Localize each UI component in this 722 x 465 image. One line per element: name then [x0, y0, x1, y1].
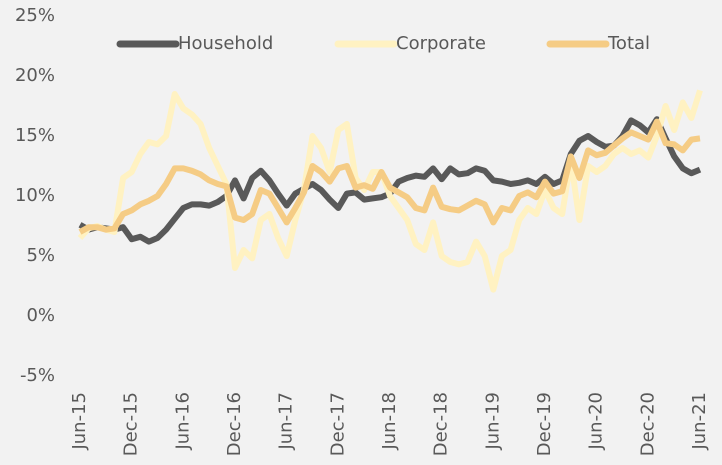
y-tick-label: 5% — [26, 245, 55, 266]
legend-label: Corporate — [396, 33, 486, 54]
x-tick-label: Dec-15 — [121, 392, 142, 456]
x-tick-label: Jun-16 — [172, 392, 193, 451]
y-tick-label: 25% — [15, 5, 55, 26]
x-tick-label: Jun-15 — [69, 392, 90, 451]
legend-label: Household — [178, 33, 273, 54]
y-tick-label: 0% — [26, 305, 55, 326]
x-tick-label: Dec-20 — [637, 392, 658, 456]
y-tick-label: 10% — [15, 185, 55, 206]
series-line — [78, 118, 701, 235]
x-tick-label: Dec-18 — [431, 392, 452, 456]
legend-label: Total — [607, 33, 650, 54]
series-line — [77, 89, 703, 293]
y-tick-label: -5% — [20, 365, 55, 386]
y-tick-label: 15% — [15, 125, 55, 146]
x-tick-label: Jun-18 — [379, 392, 400, 451]
x-tick-label: Dec-16 — [224, 392, 245, 456]
x-tick-label: Dec-17 — [327, 392, 348, 456]
x-tick-label: Jun-19 — [482, 392, 503, 451]
x-tick-label: Jun-21 — [689, 392, 710, 451]
x-tick-label: Dec-19 — [534, 392, 555, 456]
x-tick-label: Jun-17 — [276, 392, 297, 451]
y-tick-label: 20% — [15, 65, 55, 86]
x-tick-label: Jun-20 — [586, 392, 607, 451]
series-line — [78, 116, 702, 245]
